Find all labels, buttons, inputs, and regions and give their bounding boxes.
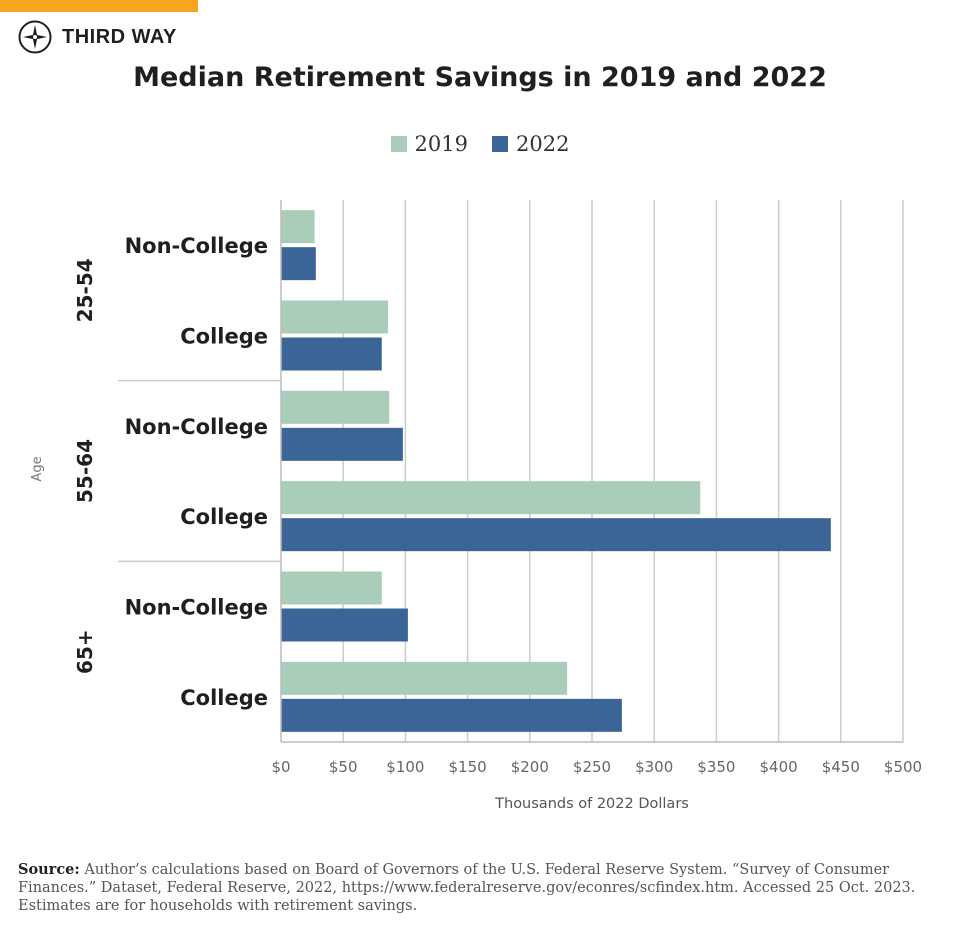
brand-name: THIRD WAY bbox=[62, 25, 177, 48]
bar-2019 bbox=[281, 210, 315, 244]
bar-2019 bbox=[281, 300, 388, 334]
bar-2019 bbox=[281, 481, 701, 515]
source-note: Source: Author’s calculations based on B… bbox=[18, 861, 948, 915]
bar-2019 bbox=[281, 390, 390, 424]
category-label: College bbox=[180, 325, 268, 349]
bar-2019 bbox=[281, 661, 568, 695]
bar-2022 bbox=[281, 608, 408, 642]
brand-logo: THIRD WAY bbox=[18, 20, 177, 54]
chart-legend: 2019 2022 bbox=[0, 132, 960, 156]
category-label: Non-College bbox=[125, 415, 268, 439]
chart-title: Median Retirement Savings in 2019 and 20… bbox=[133, 62, 827, 93]
bar-2022 bbox=[281, 337, 382, 371]
x-tick-label: $100 bbox=[386, 758, 424, 776]
x-tick-label: $400 bbox=[760, 758, 798, 776]
x-tick-label: $200 bbox=[511, 758, 549, 776]
brand-accent-bar bbox=[0, 0, 198, 12]
x-axis-title: Thousands of 2022 Dollars bbox=[494, 796, 689, 812]
bar-2019 bbox=[281, 571, 382, 605]
x-tick-label: $300 bbox=[635, 758, 673, 776]
compass-icon bbox=[18, 20, 52, 54]
legend-item-2022: 2022 bbox=[492, 132, 569, 156]
bar-2022 bbox=[281, 427, 403, 461]
x-tick-label: $50 bbox=[329, 758, 358, 776]
category-label: Non-College bbox=[125, 234, 268, 258]
legend-swatch-2022 bbox=[492, 136, 508, 152]
x-tick-label: $500 bbox=[884, 758, 922, 776]
x-tick-label: $0 bbox=[271, 758, 290, 776]
source-text: Author’s calculations based on Board of … bbox=[18, 862, 916, 914]
y-axis-title: Age bbox=[30, 456, 45, 481]
category-label: College bbox=[180, 686, 268, 710]
x-tick-label: $450 bbox=[822, 758, 860, 776]
age-group-label: 25-54 bbox=[73, 258, 97, 322]
age-group-label: 65+ bbox=[73, 629, 97, 674]
x-tick-label: $150 bbox=[449, 758, 487, 776]
bar-2022 bbox=[281, 698, 622, 732]
age-group-label: 55-64 bbox=[73, 439, 97, 503]
legend-swatch-2019 bbox=[390, 136, 407, 152]
x-tick-label: $350 bbox=[697, 758, 735, 776]
legend-label-2022: 2022 bbox=[516, 132, 570, 156]
legend-label-2019: 2019 bbox=[414, 132, 468, 156]
source-label: Source: bbox=[18, 861, 80, 878]
legend-item-2019: 2019 bbox=[390, 132, 468, 156]
category-label: Non-College bbox=[125, 596, 268, 620]
x-tick-label: $250 bbox=[573, 758, 611, 776]
bar-2022 bbox=[281, 518, 831, 552]
bar-chart: Non-College College Non-College College Non-… bbox=[30, 200, 922, 812]
category-label: College bbox=[180, 505, 268, 529]
bar-2022 bbox=[281, 247, 316, 281]
